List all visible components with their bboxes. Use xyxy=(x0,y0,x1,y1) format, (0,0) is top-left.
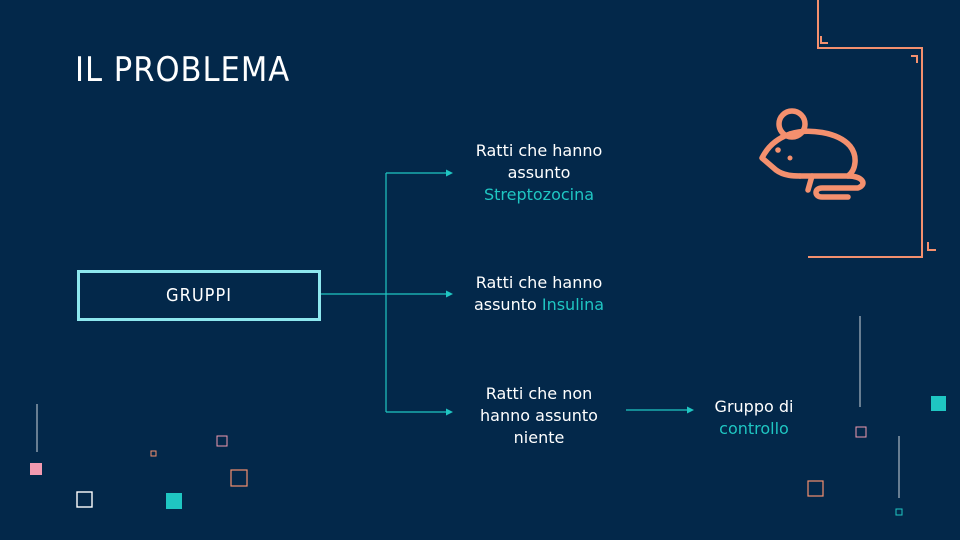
control-highlight: controllo xyxy=(719,419,789,438)
branch-highlight: Streptozocina xyxy=(483,185,595,204)
branch-streptozocina: Ratti che hanno assunto Streptozocina xyxy=(455,140,623,206)
connector-lines xyxy=(320,172,690,413)
rat-icon xyxy=(759,108,866,200)
control-group: Gruppo di controllo xyxy=(695,396,813,440)
branch-insulina: Ratti che hanno assunto Insulina xyxy=(455,272,623,316)
branch-prefix: assunto xyxy=(473,295,542,314)
decorative-lines xyxy=(36,316,900,498)
branch-line: assunto xyxy=(507,163,571,182)
decorative-squares xyxy=(30,396,946,516)
branch-line: Ratti che non xyxy=(485,384,593,403)
branch-line: Ratti che hanno xyxy=(475,273,603,292)
branch-niente: Ratti che non hanno assunto niente xyxy=(455,383,623,449)
branch-line-2: assunto Insulina xyxy=(455,294,623,316)
control-line: Gruppo di xyxy=(714,397,794,416)
branch-highlight: Insulina xyxy=(541,295,605,314)
branch-line: hanno assunto xyxy=(480,406,598,425)
groups-box: GRUPPI xyxy=(77,270,321,321)
rat-eye xyxy=(775,147,793,161)
arrow-heads xyxy=(446,169,694,416)
decorative-frame xyxy=(808,0,936,258)
branch-line: Ratti che hanno xyxy=(475,141,603,160)
branch-line: niente xyxy=(513,428,565,447)
page-title: IL PROBLEMA xyxy=(75,50,291,90)
